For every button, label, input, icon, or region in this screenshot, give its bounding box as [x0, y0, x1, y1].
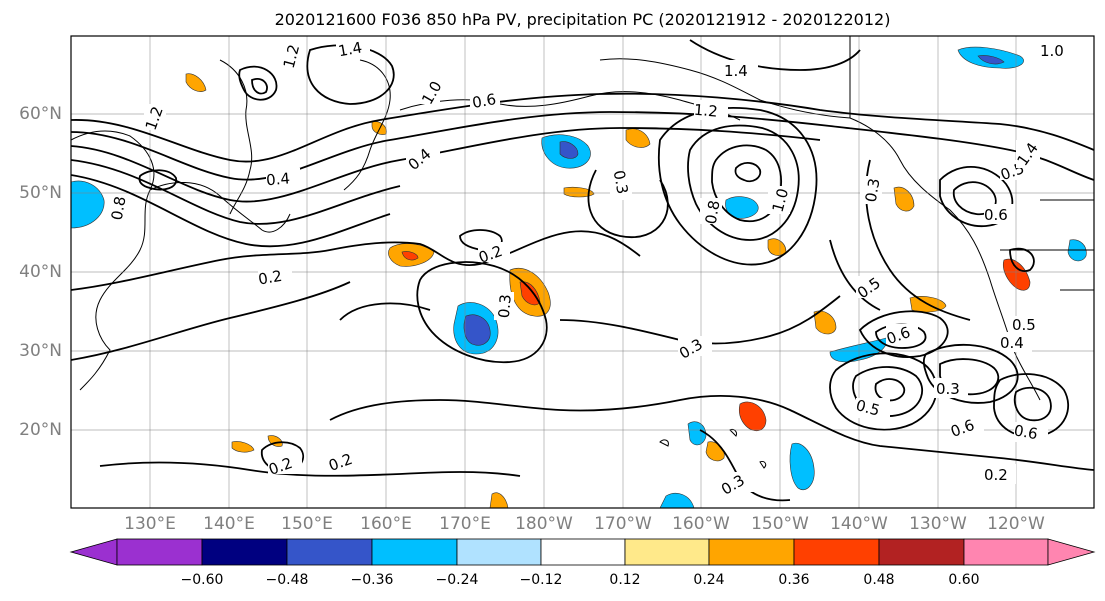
contour-label: 1.0: [1040, 42, 1064, 60]
lon-label: 170°W: [594, 514, 652, 534]
lon-label: 160°E: [360, 514, 412, 534]
lon-label: 150°E: [281, 514, 333, 534]
colorbar-bin: [540, 538, 626, 566]
lon-label: 150°W: [751, 514, 809, 534]
colorbar-tick-label: −0.12: [519, 572, 563, 588]
lat-label: 50°N: [19, 183, 62, 203]
contour-label: 0.3: [936, 380, 960, 398]
contour-label: 0.8: [702, 199, 724, 226]
precip-blob-pos: [231, 441, 255, 453]
lat-label: 30°N: [19, 341, 62, 361]
contour-label: 0.6: [471, 90, 498, 112]
contour-label: 0.2: [257, 267, 284, 289]
colorbar-bin: [963, 538, 1049, 566]
contour-label: 0.2: [984, 466, 1008, 484]
precip-blob-pos: [563, 186, 595, 198]
colorbar-bin: [708, 538, 795, 566]
colorbar-tick-label: −0.48: [265, 572, 309, 588]
contour-labels: 1.4 1.2 1.0 0.6 1.4 1.2 0.4 0.4 0.3 0.8 …: [108, 38, 1072, 499]
contour-label: 1.4: [724, 62, 748, 80]
colorbar-bin: [116, 538, 203, 566]
precip-blob-pos: [185, 73, 207, 92]
lon-label: 130°E: [124, 514, 176, 534]
colorbar-bin: [201, 538, 288, 566]
plot-frame: [70, 35, 1095, 509]
precip-blob-pos: [738, 401, 767, 432]
precip-blob-neg: [687, 421, 707, 446]
lon-label: 120°W: [987, 514, 1045, 534]
lon-label: 180°W: [515, 514, 573, 534]
lon-label: 130°W: [909, 514, 967, 534]
contour-label: 1.0: [769, 186, 793, 214]
contour-label: 0.6: [1013, 421, 1040, 443]
precip-blob-pos: [401, 251, 419, 261]
colorbar-extend-high: [1047, 538, 1096, 566]
colorbar: [69, 538, 1096, 566]
lat-label: 20°N: [19, 420, 62, 440]
precip-blob-neg: [829, 337, 888, 363]
contour-label: 0.3: [495, 293, 515, 318]
precip-blob-neg: [559, 141, 579, 159]
contour-label: 0.5: [854, 396, 882, 420]
colorbar-tick-label: 0.48: [863, 572, 895, 588]
contour-label: 0.8: [108, 195, 130, 222]
precip-blob-neg: [463, 314, 491, 346]
precip-blob-pos: [1002, 258, 1031, 291]
colorbar-tick-label: 0.36: [778, 572, 810, 588]
contour-label: 0.6: [984, 206, 1008, 224]
colorbar-tick-label: −0.24: [435, 572, 479, 588]
contour-label: 0.3: [862, 177, 884, 204]
lat-label: 60°N: [19, 104, 62, 124]
contour-label: 0.3: [610, 169, 632, 196]
colorbar-bin: [793, 538, 880, 566]
colorbar-tick-label: −0.60: [180, 572, 224, 588]
colorbar-tick-label: 0.24: [693, 572, 725, 588]
colorbar-extend-low: [69, 538, 118, 566]
contour-label: 1.2: [280, 43, 304, 71]
contour-label: 0.4: [265, 169, 290, 189]
precip-blob-neg: [659, 493, 695, 508]
precip-blob-pos: [625, 128, 651, 148]
colorbar-bin: [456, 538, 542, 566]
colorbar-bin: [286, 538, 373, 566]
contour-label: 1.4: [337, 38, 364, 60]
lon-label: 140°W: [830, 514, 888, 534]
contour-label: 1.2: [693, 101, 718, 121]
colorbar-bin: [878, 538, 965, 566]
colorbar-tick-label: −0.36: [350, 572, 394, 588]
lat-label: 40°N: [19, 262, 62, 282]
map-title: 2020121600 F036 850 hPa PV, precipitatio…: [274, 10, 891, 29]
colorbar-tick-label: 0.12: [609, 572, 641, 588]
precip-blob-pos: [489, 492, 509, 508]
colorbar-bin: [624, 538, 710, 566]
precip-blob-pos: [813, 310, 837, 335]
lon-label: 160°W: [672, 514, 730, 534]
lon-label: 170°E: [439, 514, 491, 534]
colorbar-bin: [371, 538, 458, 566]
colorbar-tick-label: 0.60: [948, 572, 980, 588]
precip-blob-neg: [789, 442, 815, 490]
lon-label: 140°E: [203, 514, 255, 534]
contour-label: 0.4: [1000, 334, 1024, 352]
precip-blob-neg: [977, 55, 1005, 65]
contour-label: 0.5: [1012, 316, 1036, 334]
